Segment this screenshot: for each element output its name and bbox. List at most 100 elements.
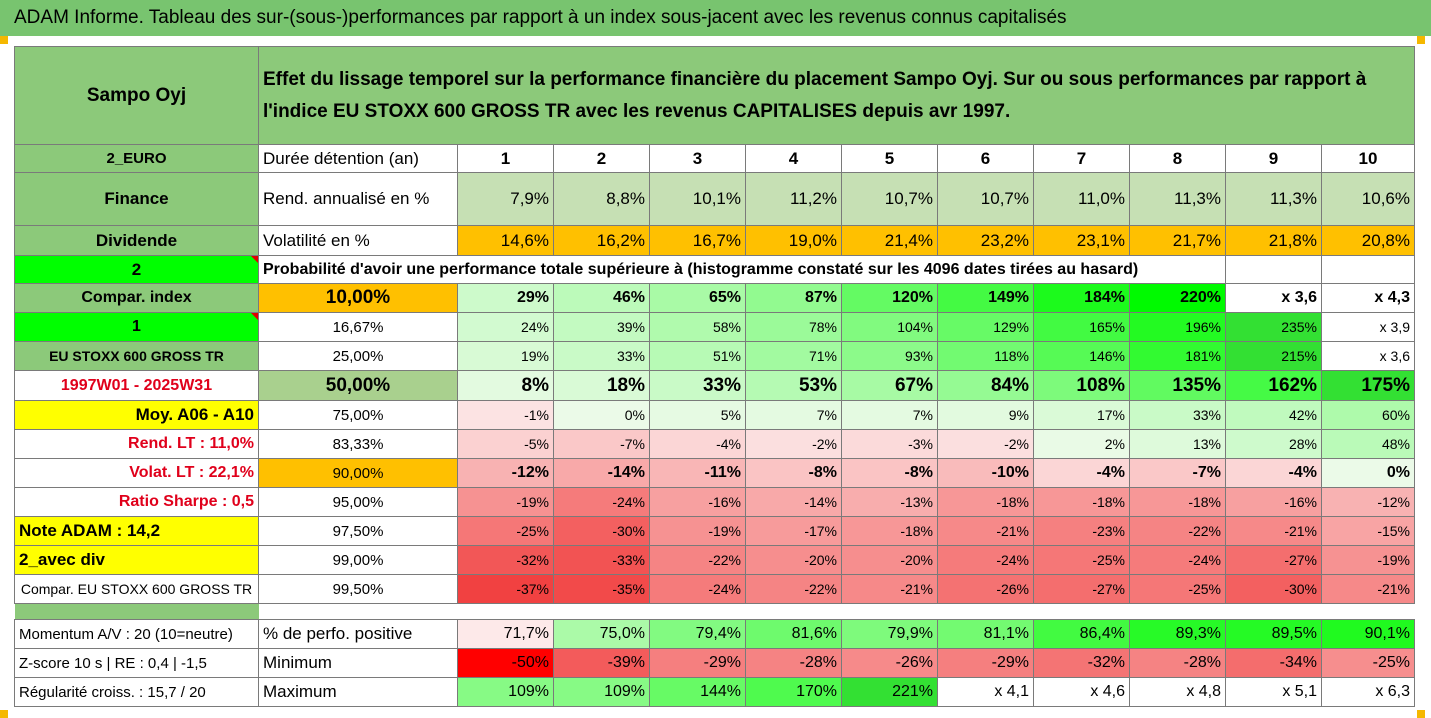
annual-return-value: 11,3% <box>1129 172 1226 226</box>
volatility-value: 20,8% <box>1321 225 1415 256</box>
quantile-value: -25% <box>457 516 554 546</box>
stats-value: 79,4% <box>649 619 746 649</box>
quantile-percent: 50,00% <box>258 370 458 401</box>
year-header: 3 <box>649 144 746 173</box>
quantile-value: -14% <box>745 487 842 517</box>
volatility-value: 19,0% <box>745 225 842 256</box>
stats-value: 89,3% <box>1129 619 1226 649</box>
quantile-value: 93% <box>841 341 938 371</box>
quantile-value: x 3,9 <box>1321 312 1415 342</box>
stats-side-label: Momentum A/V : 20 (10=neutre) <box>14 619 259 649</box>
year-header: 6 <box>937 144 1034 173</box>
quantile-value: 7% <box>745 400 842 430</box>
year-header: 5 <box>841 144 938 173</box>
quantile-value: -33% <box>553 545 650 575</box>
quantile-value: -21% <box>1321 574 1415 604</box>
annual-return-value: 10,1% <box>649 172 746 226</box>
annual-return-label: Rend. annualisé en % <box>258 172 458 226</box>
spacer <box>553 603 650 620</box>
quantile-value: 87% <box>745 283 842 313</box>
asset-name: Sampo Oyj <box>14 46 259 145</box>
stats-row: Momentum A/V : 20 (10=neutre)% de perfo.… <box>14 619 1415 649</box>
annual-return-value: 7,9% <box>457 172 554 226</box>
annual-return-value: 11,2% <box>745 172 842 226</box>
annual-return-value: 8,8% <box>553 172 650 226</box>
stats-value: -34% <box>1225 648 1322 678</box>
quantile-value: 108% <box>1033 370 1130 401</box>
quantile-side-label: Rend. LT : 11,0% <box>14 429 259 459</box>
spacer <box>1033 603 1130 620</box>
volatility-value: 23,1% <box>1033 225 1130 256</box>
quantile-value: -13% <box>841 487 938 517</box>
quantile-value: -19% <box>1321 545 1415 575</box>
spacer <box>841 603 938 620</box>
quantile-value: -27% <box>1033 574 1130 604</box>
stats-value: x 4,8 <box>1129 677 1226 707</box>
year-header: 4 <box>745 144 842 173</box>
quantile-value: 149% <box>937 283 1034 313</box>
quantile-value: -24% <box>553 487 650 517</box>
quantile-value: 0% <box>553 400 650 430</box>
empty-cell <box>1225 255 1322 284</box>
quantile-value: 120% <box>841 283 938 313</box>
description: Effet du lissage temporel sur la perform… <box>258 46 1415 145</box>
quantile-value: 146% <box>1033 341 1130 371</box>
stats-value: -25% <box>1321 648 1415 678</box>
stats-value: 90,1% <box>1321 619 1415 649</box>
quantile-percent: 75,00% <box>258 400 458 430</box>
quantile-side-label: Ratio Sharpe : 0,5 <box>14 487 259 517</box>
corner-marker <box>0 36 8 44</box>
quantile-value: 78% <box>745 312 842 342</box>
quantile-value: 175% <box>1321 370 1415 401</box>
spacer <box>1225 603 1322 620</box>
quantile-value: 104% <box>841 312 938 342</box>
probability-row: 2 Probabilité d'avoir une performance tot… <box>14 255 1415 284</box>
header-row: Sampo Oyj Effet du lissage temporel sur l… <box>14 46 1415 145</box>
quantile-percent: 10,00% <box>258 283 458 313</box>
stats-value: 71,7% <box>457 619 554 649</box>
year-header: 1 <box>457 144 554 173</box>
holding-duration-label: Durée détention (an) <box>258 144 458 173</box>
quantile-value: x 3,6 <box>1225 283 1322 313</box>
quantile-value: x 3,6 <box>1321 341 1415 371</box>
stats-value: 221% <box>841 677 938 707</box>
stats-value: x 5,1 <box>1225 677 1322 707</box>
quantile-value: -21% <box>1225 516 1322 546</box>
quantile-value: -15% <box>1321 516 1415 546</box>
stats-value: 79,9% <box>841 619 938 649</box>
quantile-value: -19% <box>457 487 554 517</box>
quantile-percent: 25,00% <box>258 341 458 371</box>
quantile-row: 1 16,67% 24% 39% 58% 78% 104% 129% 165% 196% 235% x… <box>14 312 1415 342</box>
quantile-value: -17% <box>745 516 842 546</box>
quantile-value: 2% <box>1033 429 1130 459</box>
quantile-value: -30% <box>553 516 650 546</box>
quantile-value: -8% <box>841 458 938 488</box>
quantile-value: 19% <box>457 341 554 371</box>
quantile-side-label: 1 <box>14 312 259 342</box>
quantile-value: -35% <box>553 574 650 604</box>
quantile-value: 60% <box>1321 400 1415 430</box>
spacer <box>457 603 554 620</box>
quantile-value: 39% <box>553 312 650 342</box>
quantile-value: -25% <box>1129 574 1226 604</box>
spacer <box>745 603 842 620</box>
quantile-value: -12% <box>1321 487 1415 517</box>
quantile-value: 8% <box>457 370 554 401</box>
quantile-value: 9% <box>937 400 1034 430</box>
volatility-label: Volatilité en % <box>258 225 458 256</box>
stats-value: -28% <box>1129 648 1226 678</box>
volatility-value: 16,2% <box>553 225 650 256</box>
quantile-value: 46% <box>553 283 650 313</box>
stats-value: 75,0% <box>553 619 650 649</box>
year-header: 8 <box>1129 144 1226 173</box>
quantile-row: Moy. A06 - A10 75,00% -1% 0% 5% 7% 7% 9% 17% 33% 4… <box>14 400 1415 430</box>
quantile-row: Compar. index 10,00% 29% 46% 65% 87% 120% 149% 1… <box>14 283 1415 313</box>
quantile-side-label: EU STOXX 600 GROSS TR <box>14 341 259 371</box>
quantile-side-label: Compar. index <box>14 283 259 313</box>
quantile-value: 28% <box>1225 429 1322 459</box>
quantile-side-label: 2_avec div <box>14 545 259 575</box>
quantile-side-label: Moy. A06 - A10 <box>14 400 259 430</box>
quantile-value: 5% <box>649 400 746 430</box>
volatility-value: 21,7% <box>1129 225 1226 256</box>
stats-label: % de perfo. positive <box>258 619 458 649</box>
